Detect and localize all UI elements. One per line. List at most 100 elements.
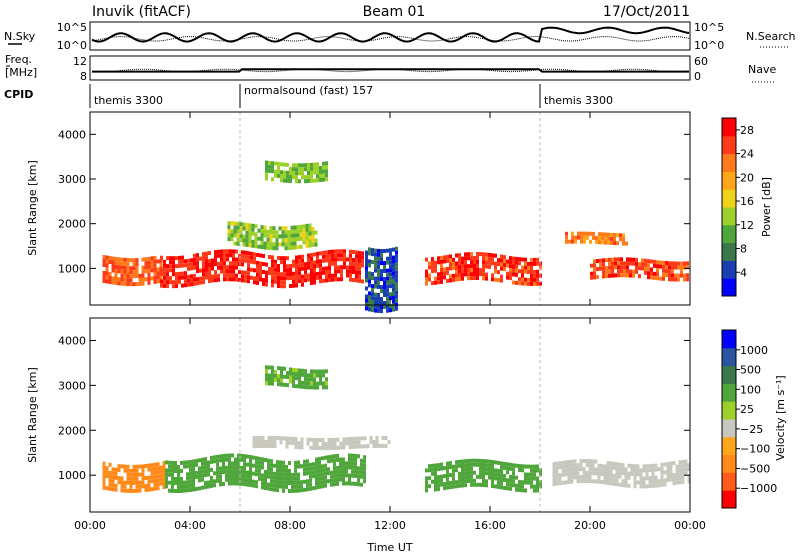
power-colorbar-swatch xyxy=(722,171,736,190)
power-echo-cell xyxy=(239,226,243,231)
velocity-echo-cell xyxy=(295,372,298,377)
power-echo-cell xyxy=(319,263,322,268)
velocity-echo-cell xyxy=(306,471,309,476)
velocity-echo-cell xyxy=(518,464,521,468)
power-echo-cell xyxy=(169,280,172,285)
power-echo-cell xyxy=(386,292,389,297)
power-echo-cell xyxy=(449,262,452,267)
velocity-echo-cell xyxy=(579,467,583,472)
velocity-echo-cell xyxy=(162,465,166,470)
power-echo-cell xyxy=(358,270,361,275)
power-colorbar-tick-label: 28 xyxy=(740,124,754,137)
power-echo-cell xyxy=(319,271,322,276)
power-echo-cell xyxy=(304,266,307,271)
velocity-echo-cell xyxy=(512,483,515,488)
velocity-echo-cell xyxy=(285,436,289,441)
velocity-echo-cell xyxy=(678,464,682,469)
power-echo-cell xyxy=(254,224,258,229)
power-echo-cell xyxy=(437,280,440,285)
velocity-echo-cell xyxy=(186,472,189,477)
power-echo-cell xyxy=(286,264,289,269)
power-echo-cell xyxy=(428,265,431,270)
velocity-echo-cell xyxy=(264,443,268,448)
power-echo-cell xyxy=(641,258,644,263)
power-echo-cell xyxy=(355,266,358,271)
power-echo-cell xyxy=(613,237,616,241)
power-echo-cell xyxy=(293,229,297,234)
power-echo-cell xyxy=(458,257,461,262)
power-echo-cell xyxy=(352,270,355,274)
velocity-echo-cell xyxy=(321,442,325,447)
power-echo-cell xyxy=(175,256,178,261)
power-echo-cell xyxy=(334,273,337,278)
power-echo-cell xyxy=(277,272,280,276)
velocity-echo-cell xyxy=(138,480,142,485)
velocity-echo-cell xyxy=(564,480,568,485)
velocity-echo-cell xyxy=(479,466,482,471)
velocity-echo-cell xyxy=(351,453,354,458)
power-echo-cell xyxy=(233,221,237,226)
power-echo-cell xyxy=(259,277,262,282)
power-echo-cell xyxy=(283,268,286,273)
velocity-echo-cell xyxy=(286,371,289,376)
power-echo-band xyxy=(590,257,689,282)
velocity-echo-cell xyxy=(219,454,222,459)
velocity-echo-cell xyxy=(258,472,261,477)
velocity-echo-cell xyxy=(654,479,658,484)
power-echo-cell xyxy=(322,258,325,263)
power-echo-cell xyxy=(392,299,395,304)
velocity-echo-cell xyxy=(177,489,180,493)
power-echo-cell xyxy=(253,276,256,281)
power-echo-cell xyxy=(129,258,133,263)
power-echo-cell xyxy=(132,262,136,267)
velocity-echo-cell xyxy=(294,441,298,446)
velocity-echo-cell xyxy=(363,471,366,476)
velocity-echo-cell xyxy=(108,474,112,479)
power-echo-cell xyxy=(377,276,380,281)
velocity-echo-cell xyxy=(219,458,222,463)
power-echo-cell xyxy=(365,294,368,299)
cpid-segment-1: themis 3300 xyxy=(94,94,163,107)
velocity-echo-cell xyxy=(687,479,691,484)
velocity-echo-cell xyxy=(117,480,121,485)
power-echo-cell xyxy=(325,278,328,283)
power-echo-cell xyxy=(371,296,374,301)
velocity-colorbar-swatch xyxy=(722,401,736,420)
velocity-echo-cell xyxy=(684,463,688,468)
velocity-echo-cell xyxy=(210,459,213,464)
power-echo-cell xyxy=(316,251,319,256)
velocity-echo-cell xyxy=(288,440,292,445)
velocity-echo-cell xyxy=(304,385,307,390)
velocity-echo-cell xyxy=(135,472,139,477)
velocity-echo-cell xyxy=(231,461,234,466)
power-echo-cell xyxy=(605,270,608,275)
velocity-echo-cell xyxy=(270,459,273,464)
power-echo-cell xyxy=(295,167,298,172)
velocity-echo-cell xyxy=(258,440,262,444)
power-echo-cell xyxy=(392,247,395,252)
velocity-echo-cell xyxy=(660,474,664,479)
nsearch-tick-top: 10^5 xyxy=(694,21,724,34)
power-echo-cell xyxy=(226,273,229,278)
velocity-echo-cell xyxy=(276,476,279,481)
velocity-echo-cell xyxy=(357,474,360,479)
power-echo-cell xyxy=(328,266,331,270)
power-echo-cell xyxy=(455,277,458,282)
velocity-echo-cell xyxy=(312,437,316,442)
power-echo-cell xyxy=(470,252,473,257)
power-echo-cell xyxy=(305,223,309,228)
power-echo-cell xyxy=(377,252,380,257)
velocity-echo-cell xyxy=(240,457,243,462)
velocity-echo-cell xyxy=(672,481,676,486)
velocity-echo-cell xyxy=(307,377,310,382)
power-echo-cell xyxy=(250,267,253,272)
power-echo-cell xyxy=(647,263,650,268)
power-echo-cell xyxy=(163,275,166,280)
power-echo-cell xyxy=(374,256,377,261)
velocity-echo-cell xyxy=(360,458,363,463)
velocity-echo-cell xyxy=(372,440,376,444)
power-echo-cell xyxy=(352,262,355,266)
velocity-echo-cell xyxy=(669,461,673,466)
velocity-echo-cell xyxy=(345,465,348,470)
power-echo-cell xyxy=(305,235,309,240)
